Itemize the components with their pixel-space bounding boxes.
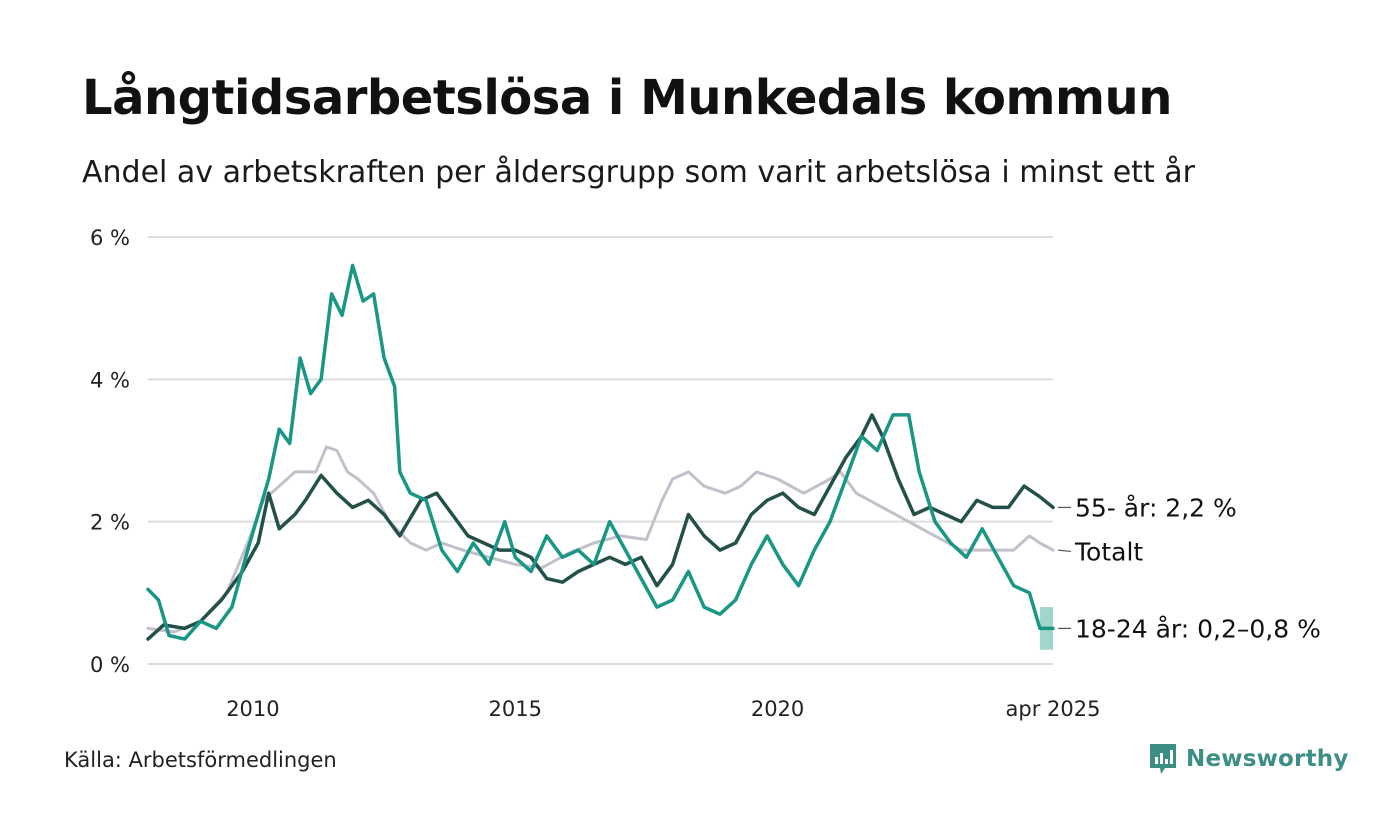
chart-subtitle: Andel av arbetskraften per åldersgrupp s… [82,155,1195,190]
brand-logo: Newsworthy [1148,742,1349,776]
series-end-labels: 55- år: 2,2 % Totalt 18-24 år: 0,2–0,8 % [1057,493,1321,643]
source-note: Källa: Arbetsförmedlingen [64,748,337,772]
x-tick-label: apr 2025 [1006,697,1101,721]
label-connector-total [1057,549,1072,553]
series-lines [146,263,1055,641]
gridlines [148,236,1053,665]
x-tick-label: 2010 [226,697,279,721]
brand-name: Newsworthy [1186,746,1349,772]
x-tick-label: 2015 [489,697,542,721]
y-tick-label: 4 % [90,368,130,392]
series-line-total [146,445,1055,634]
series-end-label-total: Totalt [1074,537,1143,566]
x-axis-ticks: 2010 2015 2020 apr 2025 [226,697,1100,721]
y-axis-ticks: 0 % 2 % 4 % 6 % [90,226,130,677]
series-end-label-older: 55- år: 2,2 % [1075,493,1237,522]
series-end-label-youth: 18-24 år: 0,2–0,8 % [1075,614,1321,643]
y-tick-label: 2 % [90,511,130,535]
series-line-youth [146,263,1055,641]
line-chart: 0 % 2 % 4 % 6 % 2010 2015 2020 apr 2025 55- år… [90,226,1321,721]
y-tick-label: 0 % [90,653,130,677]
newsworthy-icon [1150,744,1176,774]
chart-title: Långtidsarbetslösa i Munkedals kommun [82,70,1172,126]
series-line-older [146,413,1055,641]
x-tick-label: 2020 [751,697,804,721]
y-tick-label: 6 % [90,226,130,250]
